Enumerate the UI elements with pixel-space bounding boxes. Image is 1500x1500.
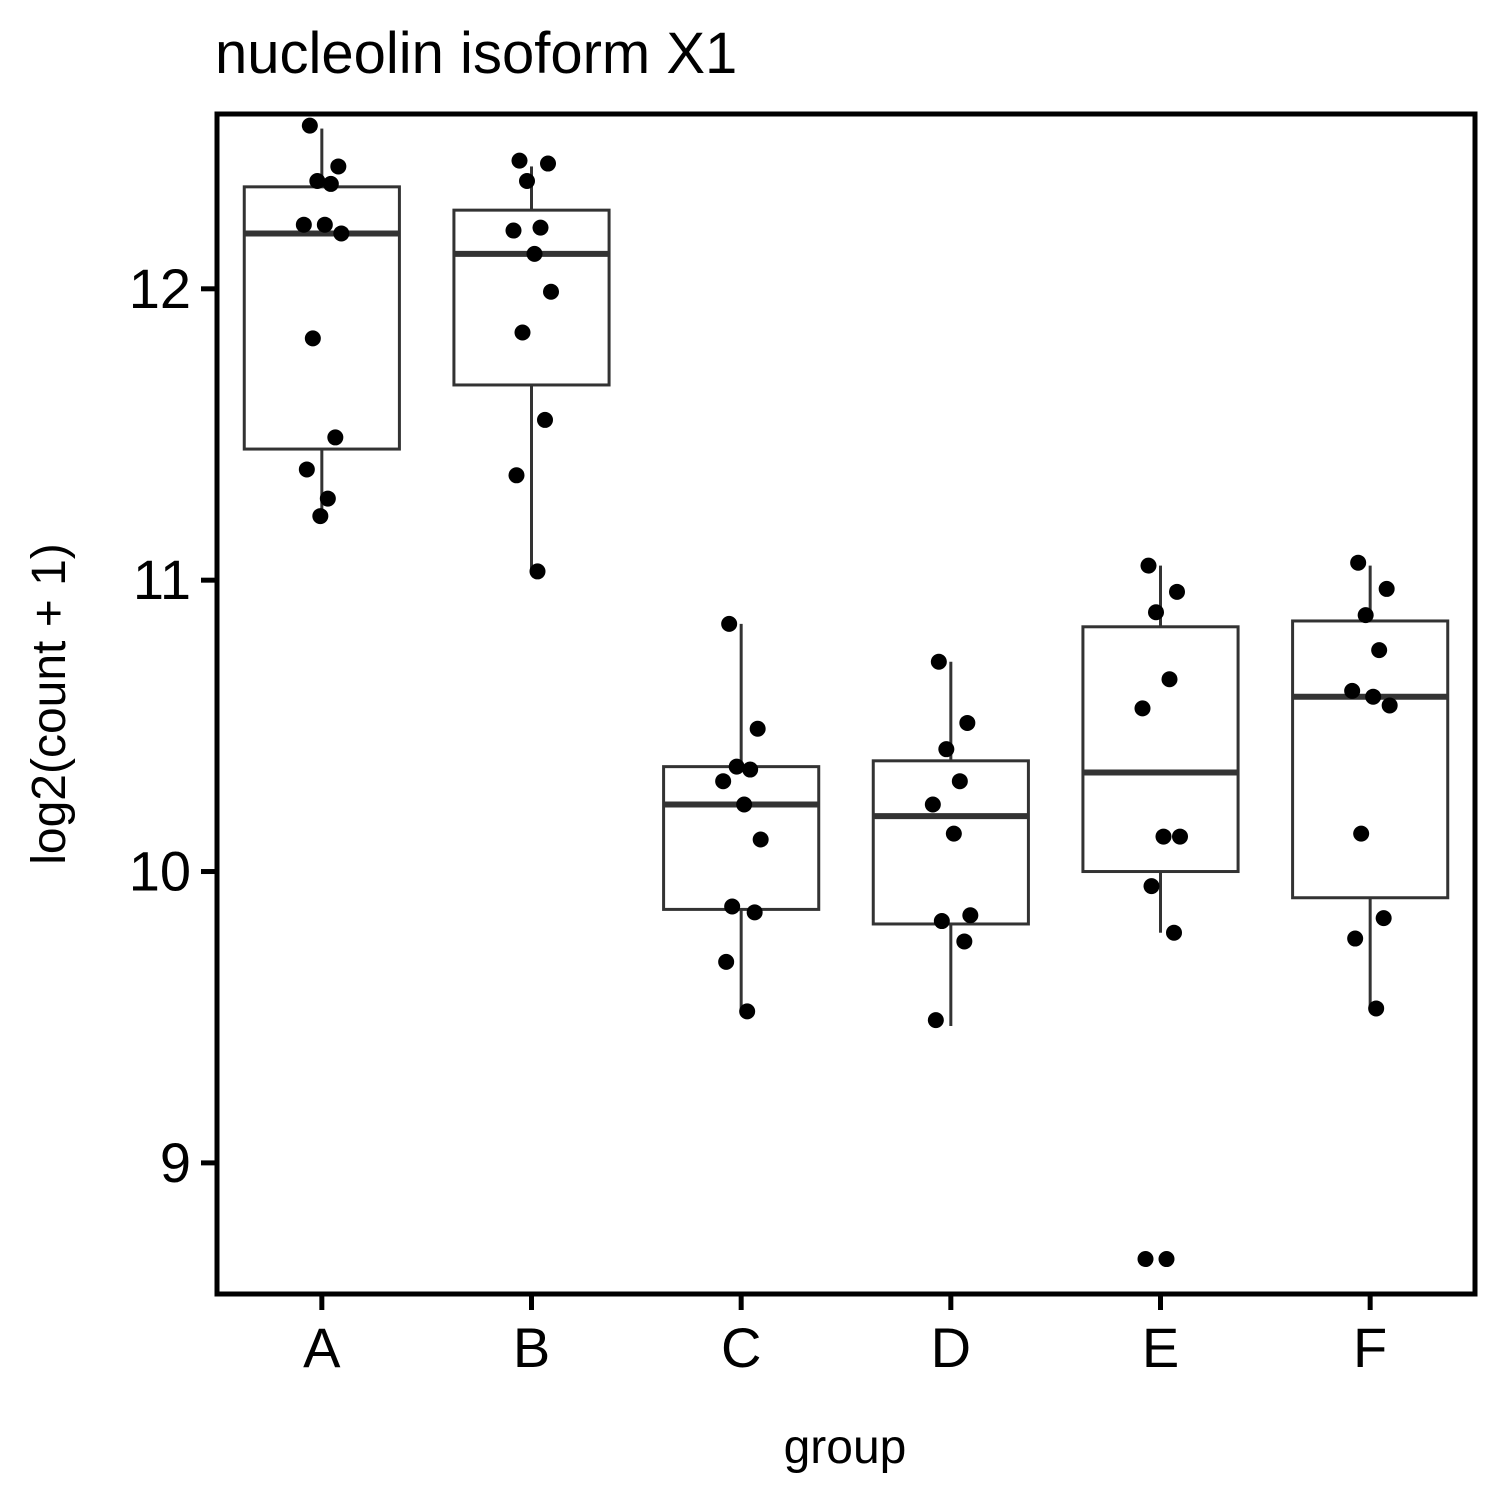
y-axis-title: log2(count + 1) [23,543,76,865]
x-axis: A B C D E F [303,1294,1387,1379]
data-point [1161,671,1178,688]
y-tick-label: 12 [129,257,191,320]
box-body [871,759,1030,926]
x-tick-label: A [303,1316,341,1379]
data-point [749,720,766,737]
data-point [327,429,344,446]
data-point [1172,828,1188,845]
data-point [1169,583,1185,600]
data-point [1347,930,1364,947]
y-axis: 9 10 11 12 [129,257,217,1194]
x-tick-label: E [1142,1316,1179,1379]
data-point [927,1012,944,1029]
chart-title: nucleolin isoform X1 [215,21,737,86]
box-body [1291,619,1450,900]
box-F [1291,565,1450,1009]
data-point [322,175,339,192]
y-tick-label: 11 [133,548,191,611]
data-point [1350,554,1367,571]
data-point [319,490,336,507]
data-point [1166,924,1182,941]
data-point [532,219,549,236]
data-point [508,467,525,484]
data-point [1134,700,1151,717]
point-layer [295,117,1398,1268]
data-point [742,761,759,778]
data-point [540,155,556,172]
data-point [962,907,979,924]
data-point [945,825,962,842]
box-C [662,623,821,1012]
x-tick-label: B [513,1316,550,1379]
data-point [930,653,947,670]
data-point [1375,910,1392,927]
data-point [312,508,329,525]
data-point [301,117,318,134]
data-point [1155,828,1172,845]
data-point [1344,682,1361,699]
box-B [452,166,611,572]
data-point [956,933,973,950]
plot-panel-border [214,111,1478,1297]
data-point [752,831,769,848]
data-point [933,913,950,930]
data-point [721,615,738,632]
data-point [1148,604,1164,621]
data-point [724,898,741,915]
data-point [715,773,732,790]
data-point [537,411,553,428]
data-point [951,773,968,790]
y-tick-label: 10 [129,840,191,903]
data-point [1365,688,1382,705]
data-point [959,714,976,731]
data-point [718,953,735,970]
data-point [1357,607,1374,624]
data-point [938,741,955,758]
box-body [452,208,611,387]
box-layer [242,128,1450,1026]
data-point [736,796,753,813]
data-point [1143,878,1160,895]
data-point [728,758,745,775]
data-point [304,330,321,347]
data-point [309,173,326,190]
data-point [526,245,543,262]
x-axis-title: group [784,1421,907,1474]
data-point [298,461,315,478]
y-tick-label: 9 [160,1131,191,1194]
x-tick-label: F [1353,1316,1387,1379]
data-point [1371,642,1388,659]
box-D [871,661,1030,1026]
data-point [1137,1251,1154,1268]
data-point [739,1003,756,1020]
data-point [543,283,559,300]
data-point [330,158,347,175]
data-point [519,173,535,190]
data-point [295,216,312,233]
x-tick-label: D [931,1316,971,1379]
box-E [1081,565,1240,933]
data-point [514,324,531,341]
data-point [924,796,941,813]
box-body [662,765,821,911]
data-point [1158,1251,1175,1268]
data-point [1140,557,1157,574]
data-point [316,216,333,233]
data-point [1381,697,1398,714]
data-point [1353,825,1370,842]
data-point [333,225,350,242]
data-point [505,222,522,239]
data-point [1368,1000,1385,1017]
data-point [529,563,546,580]
data-point [1378,580,1395,597]
data-point [511,152,528,169]
x-tick-label: C [721,1316,761,1379]
data-point [746,904,763,921]
